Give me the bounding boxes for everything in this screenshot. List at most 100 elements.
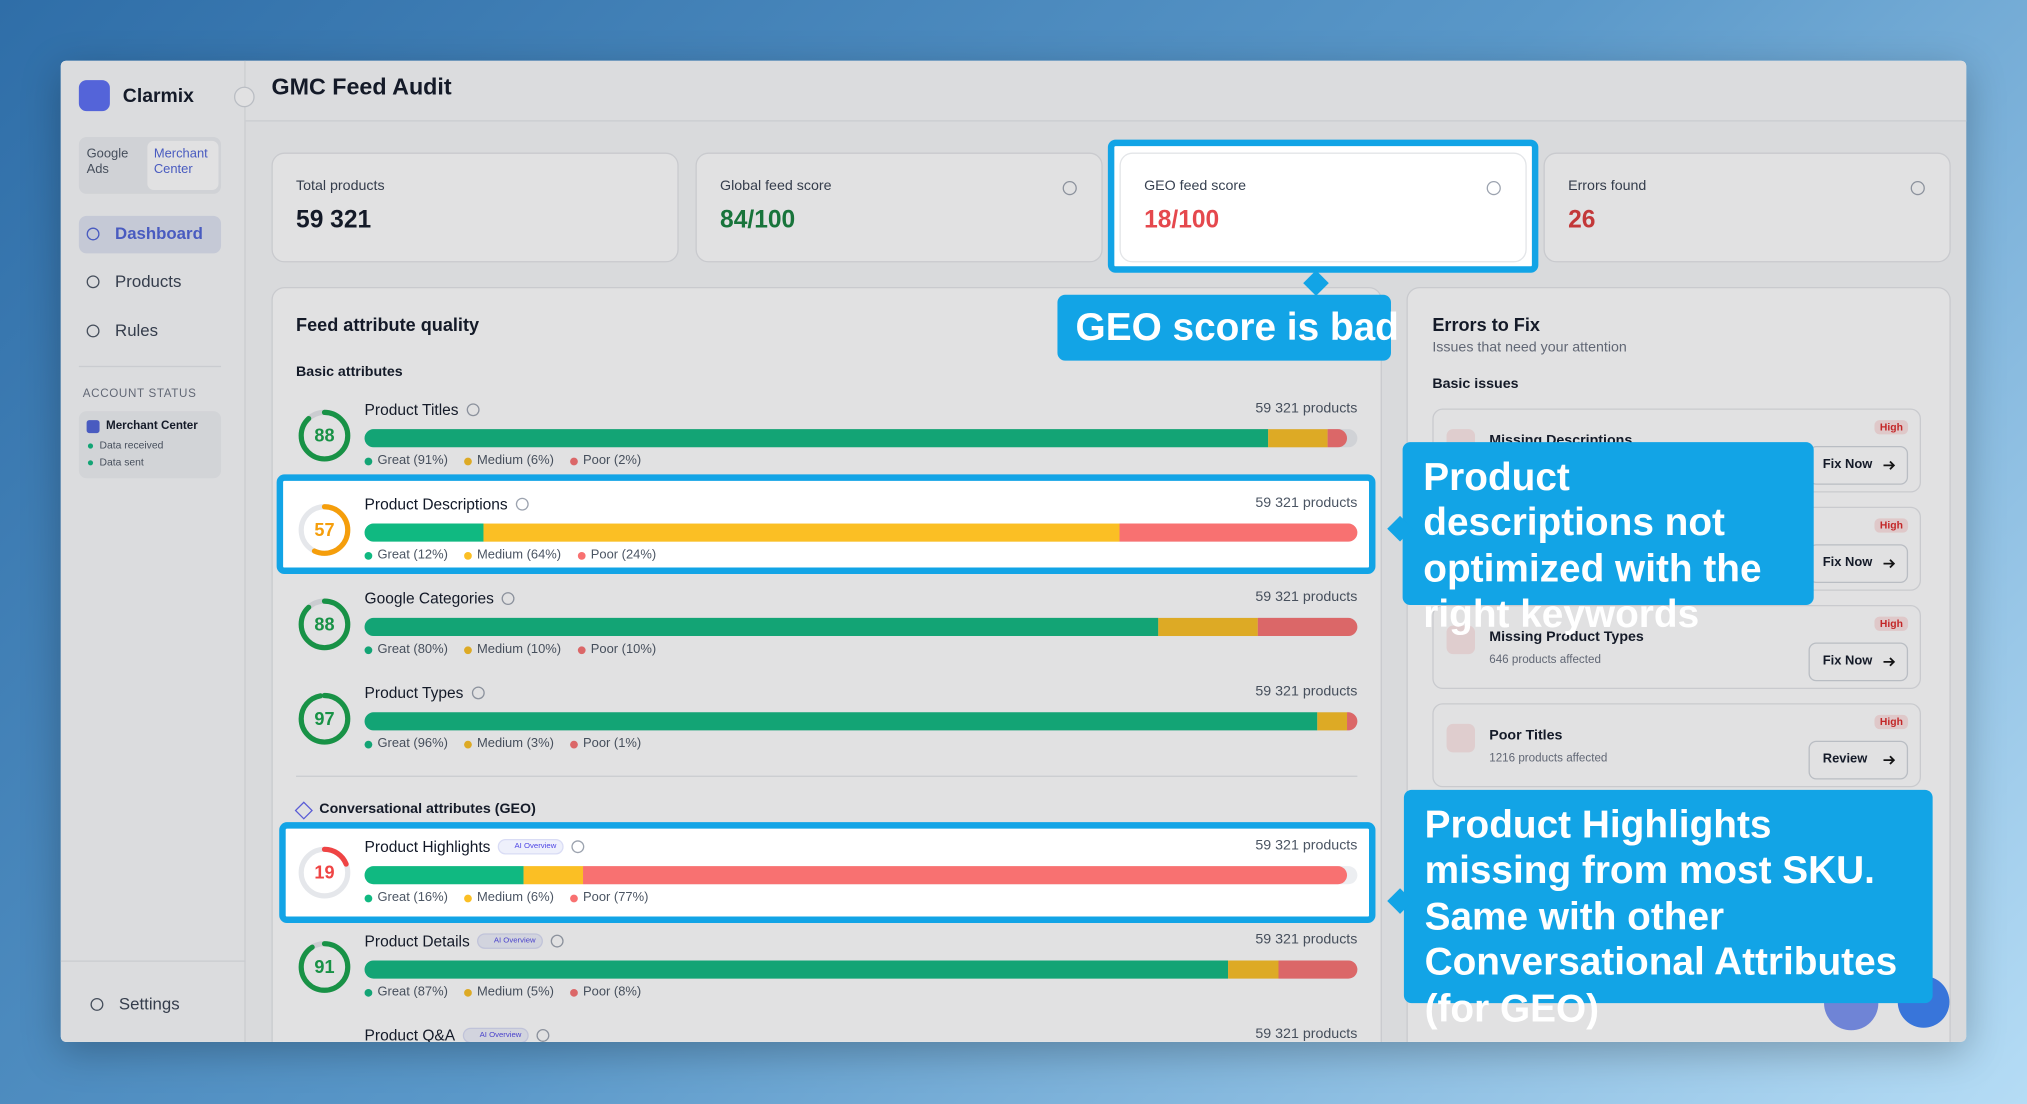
bar-segment	[1258, 617, 1358, 637]
severity-badge: High	[1874, 420, 1909, 435]
panel-subtitle: Issues that need your attention	[1432, 340, 1627, 357]
legend-label: Medium (6%)	[477, 453, 554, 468]
legend-label: Great (80%)	[377, 642, 448, 657]
score-ring: 19	[298, 846, 351, 899]
bar-segment	[1158, 617, 1259, 637]
divider	[60, 960, 246, 962]
info-icon	[471, 686, 485, 700]
bar-segment	[483, 523, 1120, 542]
action-label[interactable]: Review	[1822, 752, 1868, 767]
legend-label: Great (12%)	[377, 548, 448, 563]
product-count: 59 321 products	[1255, 932, 1358, 948]
score-value: 97	[314, 709, 334, 729]
legend-label: Medium (10%)	[477, 642, 562, 657]
score-ring: 57	[298, 504, 351, 556]
bar-segment	[523, 866, 583, 885]
nav-icon	[86, 227, 100, 241]
legend-label: Great (16%)	[377, 890, 448, 905]
score-value: 19	[314, 863, 334, 883]
score-value: 57	[314, 520, 334, 540]
issue-icon	[1446, 625, 1476, 655]
bar-segment	[1317, 712, 1348, 731]
status-icon	[86, 420, 100, 434]
legend-label: Medium (6%)	[477, 890, 554, 905]
attribute-name: Product Details	[364, 931, 470, 950]
product-count: 59 321 products	[1255, 1026, 1358, 1042]
ring-arc	[298, 598, 351, 651]
nav-active	[78, 215, 222, 254]
legend-label: Poor (10%)	[590, 642, 657, 657]
legend-dot	[464, 646, 472, 655]
score-value: 91	[314, 957, 334, 977]
bar-segment	[1327, 429, 1348, 448]
nav-item[interactable]: Rules	[115, 320, 159, 341]
tab[interactable]: Merchant Center	[153, 147, 208, 178]
brand-name: Clarmix	[122, 85, 194, 108]
nav-item[interactable]: Products	[115, 271, 182, 292]
legend-dot	[577, 551, 586, 560]
brand-logo	[78, 80, 110, 112]
legend-label: Medium (3%)	[477, 736, 554, 752]
product-count: 59 321 products	[1255, 837, 1358, 854]
legend-dot	[364, 740, 373, 749]
action-label[interactable]: Fix Now	[1822, 555, 1873, 571]
product-count: 59 321 products	[1255, 400, 1358, 417]
action-button[interactable]	[1808, 642, 1909, 682]
legend-label: Poor (77%)	[583, 890, 649, 905]
ring-arc	[298, 846, 351, 899]
page-title: GMC Feed Audit	[271, 73, 452, 100]
bar-segment	[1119, 523, 1358, 542]
attribute-name: Product Q&A	[364, 1026, 456, 1042]
nav-icon	[86, 324, 100, 338]
tab-active[interactable]	[147, 140, 219, 191]
section-title: Basic attributes	[296, 365, 403, 381]
score-value: 88	[314, 614, 334, 634]
tab[interactable]: Google Ads	[86, 147, 129, 178]
attribute-name: Product Highlights	[364, 837, 491, 856]
score-ring: 88	[298, 409, 351, 462]
status-name: Merchant Center	[106, 418, 198, 432]
app-window: Clarmix Google Ads Merchant Center Dashboar…	[60, 60, 1967, 1042]
arrow-icon	[1883, 460, 1896, 470]
nav-item[interactable]: Dashboard	[115, 223, 203, 244]
bar-segment	[364, 429, 1269, 448]
bar-segment	[1268, 429, 1328, 448]
issue-detail: 1216 products affected	[1489, 750, 1608, 764]
legend-label: Poor (24%)	[590, 548, 657, 563]
legend-dot	[464, 457, 472, 466]
bar-segment	[1277, 960, 1358, 979]
severity-badge: High	[1874, 616, 1909, 631]
settings-link[interactable]: Settings	[118, 994, 180, 1014]
legend-dot	[364, 646, 373, 655]
product-count: 59 321 products	[1255, 683, 1358, 700]
bar-segment	[364, 866, 524, 885]
bar-segment	[582, 866, 1348, 885]
status-dot	[87, 460, 94, 466]
legend-dot	[364, 988, 373, 997]
divider	[78, 365, 222, 368]
stat-card	[271, 152, 679, 263]
score-ring: 97	[298, 692, 351, 745]
issue-title: Missing Product Types	[1489, 630, 1644, 646]
legend-dot	[464, 740, 472, 749]
stat-label: Total products	[296, 178, 385, 195]
action-label[interactable]: Fix Now	[1822, 457, 1873, 472]
arrow-icon	[1883, 657, 1896, 667]
score-value: 88	[314, 426, 334, 446]
stat-value: 59 321	[296, 206, 372, 234]
legend-label: Medium (64%)	[477, 548, 562, 563]
ring-arc	[298, 504, 351, 556]
info-icon	[1062, 180, 1077, 196]
callout: Product descriptions not optimized with …	[1402, 442, 1814, 636]
legend-label: Poor (2%)	[583, 453, 642, 468]
collapse-button[interactable]	[233, 86, 255, 108]
action-label[interactable]: Fix Now	[1822, 654, 1873, 669]
ring-arc	[298, 409, 351, 462]
stat-value: 84/100	[720, 206, 796, 234]
ring-arc	[298, 692, 351, 745]
product-count: 59 321 products	[1255, 589, 1358, 605]
severity-badge: High	[1874, 518, 1909, 533]
legend-dot	[364, 457, 373, 466]
panel-title: Feed attribute quality	[296, 313, 480, 335]
legend-dot	[364, 894, 373, 903]
